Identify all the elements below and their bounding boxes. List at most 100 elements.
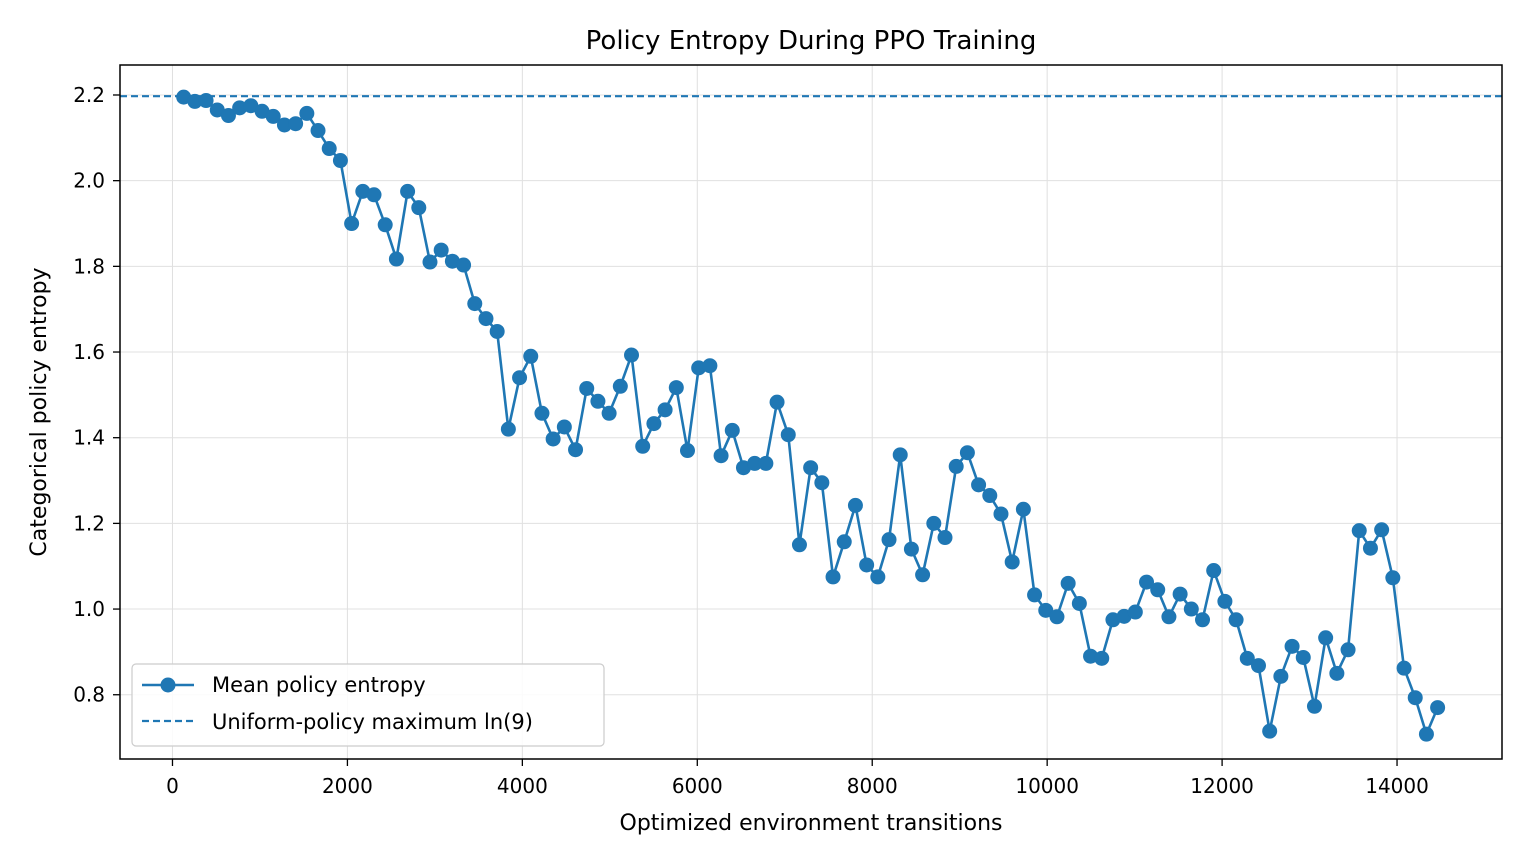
legend-label-series: Mean policy entropy [212, 673, 426, 697]
entropy-data-point [556, 419, 572, 435]
entropy-data-point [489, 323, 505, 339]
entropy-data-point [332, 153, 348, 169]
entropy-data-point [915, 567, 931, 583]
x-tick-label: 14000 [1365, 774, 1429, 798]
entropy-data-point [422, 254, 438, 270]
entropy-data-point [579, 380, 595, 396]
legend-label-reference: Uniform-policy maximum ln(9) [212, 710, 533, 734]
entropy-data-point [1195, 612, 1211, 628]
entropy-data-point [209, 102, 225, 118]
entropy-data-point [903, 541, 919, 557]
entropy-data-point [500, 421, 516, 437]
entropy-data-point [310, 123, 326, 139]
entropy-data-point [1183, 601, 1199, 617]
entropy-data-point [1318, 630, 1334, 646]
entropy-data-point [657, 402, 673, 418]
x-tick-label: 2000 [322, 774, 373, 798]
y-axis-label: Categorical policy entropy [27, 267, 52, 556]
entropy-data-point [433, 242, 449, 258]
entropy-data-point [411, 200, 427, 216]
entropy-data-point [1273, 668, 1289, 684]
entropy-data-point [1418, 726, 1434, 742]
entropy-data-point [265, 108, 281, 124]
entropy-data-point [892, 447, 908, 463]
entropy-data-point [982, 488, 998, 504]
entropy-data-point [1004, 554, 1020, 570]
entropy-data-point [612, 378, 628, 394]
entropy-data-point [288, 116, 304, 132]
entropy-data-point [702, 358, 718, 374]
entropy-data-point [243, 98, 259, 114]
legend-box [131, 663, 605, 747]
x-tick-label: 12000 [1190, 774, 1254, 798]
entropy-data-point [321, 141, 337, 157]
entropy-data-point [545, 431, 561, 447]
y-tick-label: 1.8 [73, 254, 105, 278]
entropy-data-point [254, 103, 270, 119]
entropy-data-point [1027, 587, 1043, 603]
entropy-data-point [847, 497, 863, 513]
entropy-data-point [1340, 642, 1356, 658]
x-tick-label: 0 [166, 774, 179, 798]
x-tick-label: 4000 [497, 774, 548, 798]
entropy-data-point [1127, 604, 1143, 620]
entropy-data-point [1139, 574, 1155, 590]
entropy-data-point [187, 93, 203, 109]
entropy-data-point [758, 455, 774, 471]
entropy-data-point [388, 251, 404, 267]
entropy-data-point [747, 455, 763, 471]
entropy-data-point [1049, 609, 1065, 625]
entropy-data-point [1351, 523, 1367, 539]
legend: Mean policy entropy Uniform-policy maxim… [131, 663, 605, 747]
x-tick-label: 8000 [847, 774, 898, 798]
entropy-data-point [1228, 612, 1244, 628]
entropy-data-point [624, 347, 640, 363]
entropy-data-point [1284, 638, 1300, 654]
entropy-data-point [344, 216, 360, 232]
entropy-data-point [1172, 586, 1188, 602]
entropy-data-point [814, 475, 830, 491]
entropy-data-point [1161, 609, 1177, 625]
series-layer [176, 89, 1446, 742]
entropy-data-point [523, 348, 539, 364]
entropy-data-point [870, 569, 886, 585]
axis-ticks: 0 2000 4000 6000 8000 10000 12000 14000 0.8 1.0 1.… [73, 83, 1429, 798]
entropy-data-point [1071, 595, 1087, 611]
entropy-data-point [1374, 522, 1390, 538]
entropy-data-point [366, 187, 382, 203]
entropy-data-point [803, 460, 819, 476]
entropy-data-point [1306, 698, 1322, 714]
entropy-data-point [646, 416, 662, 432]
entropy-data-point [456, 257, 472, 273]
entropy-data-point [780, 427, 796, 443]
entropy-data-point [377, 217, 393, 233]
legend-marker-series [160, 677, 176, 693]
entropy-data-point [1015, 501, 1031, 517]
x-tick-label: 6000 [672, 774, 723, 798]
entropy-data-point [679, 443, 695, 459]
entropy-data-point [198, 93, 214, 109]
entropy-data-point [1206, 563, 1222, 579]
y-tick-label: 1.2 [73, 511, 105, 535]
y-tick-label: 2.0 [73, 169, 105, 193]
entropy-data-point [881, 532, 897, 548]
entropy-data-point [1239, 650, 1255, 666]
entropy-data-point [1250, 658, 1266, 674]
entropy-data-point [299, 105, 315, 121]
entropy-data-point [1385, 570, 1401, 586]
entropy-data-point [1038, 602, 1054, 618]
entropy-data-point [512, 370, 528, 386]
y-tick-label: 2.2 [73, 83, 105, 107]
y-tick-label: 0.8 [73, 683, 105, 707]
entropy-data-point [1396, 660, 1412, 676]
entropy-data-point [1094, 650, 1110, 666]
entropy-data-point [478, 311, 494, 327]
entropy-data-point [1217, 593, 1233, 609]
entropy-data-point [825, 569, 841, 585]
plot-area-frame [119, 64, 1503, 760]
entropy-data-point [836, 534, 852, 550]
entropy-data-point [691, 360, 707, 376]
entropy-data-point [568, 442, 584, 458]
entropy-data-point [220, 108, 236, 124]
